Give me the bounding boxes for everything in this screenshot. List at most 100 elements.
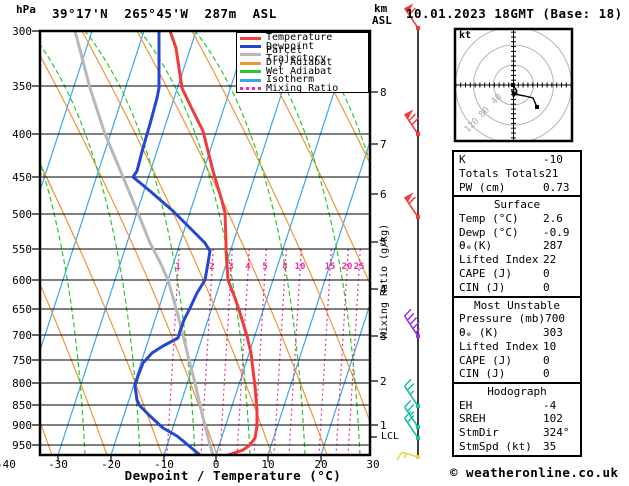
- copyright-footer: © weatheronline.co.uk: [450, 465, 619, 480]
- altitude-unit-km: km: [374, 2, 388, 15]
- wet-adiabat-line: [194, 31, 306, 455]
- panel-row-label: CAPE (J): [459, 353, 512, 367]
- hodograph-border: [453, 27, 574, 143]
- wind-barb: [403, 109, 420, 136]
- isotherm-line: [215, 31, 355, 455]
- panel-row: PW (cm) 0.73: [454, 181, 580, 195]
- panel-row-label: θₑ(K): [459, 239, 493, 253]
- isotherm-line: [40, 31, 93, 193]
- wind-barb-base-dot: [416, 425, 420, 429]
- legend-row: Dewpoint: [240, 40, 368, 52]
- wind-barb-base-dot: [416, 26, 420, 30]
- panel-row-value: 0: [543, 267, 550, 281]
- pressure-label: 950: [12, 439, 32, 452]
- altitude-tick-label: 7: [380, 138, 387, 151]
- hodograph-ring-label: 40: [490, 92, 505, 107]
- mixing-ratio-label: 25: [353, 262, 365, 272]
- plot-background: [40, 31, 370, 455]
- panel-row-label: CIN (J): [459, 280, 506, 294]
- legend-swatch: [240, 61, 261, 65]
- dry-adiabat-line: [136, 31, 328, 455]
- isotherm-line: [267, 139, 370, 455]
- altitude-tick-label: 5: [380, 236, 387, 249]
- panel-section: Hodograph EH -4 SREH 102 StmDir 324° StmSpd (kt…: [454, 382, 580, 455]
- panel-row: CAPE (J) 0: [454, 354, 580, 368]
- mixing-ratio-line: [273, 248, 287, 455]
- wind-barb-base-dot: [416, 132, 420, 136]
- wind-barb: [403, 410, 420, 440]
- pressure-label: 750: [12, 354, 32, 367]
- mixing-ratio-line: [219, 248, 233, 455]
- dewpoint-curve: [131, 31, 212, 455]
- pressure-label: 850: [12, 399, 32, 412]
- pressure-label: 300: [12, 25, 32, 38]
- legend-label: Temperature: [266, 32, 333, 44]
- legend: Temperature Dewpoint Parcel Trajectory Dry …: [236, 32, 369, 93]
- wind-barb-base-dot: [416, 436, 420, 440]
- panel-row-value: 287: [543, 239, 563, 253]
- hodograph-unit-label: kt: [459, 30, 472, 41]
- pressure-label: 800: [12, 377, 32, 390]
- temperature-tick-label: -20: [101, 458, 121, 471]
- wet-adiabat-line: [40, 160, 86, 455]
- legend-label: Isotherm: [266, 74, 315, 86]
- panel-section: Surface Temp (°C) 2.6 Dewp (°C) -0.9 θₑ(K) 287…: [454, 195, 580, 295]
- altitude-unit-asl: ASL: [372, 14, 392, 27]
- panel-row-label: Lifted Index: [459, 253, 539, 267]
- temperature-tick-label: -10: [154, 458, 174, 471]
- hodograph-arrowhead: [511, 90, 518, 98]
- dry-adiabat-line: [40, 282, 108, 455]
- wind-barb: [403, 3, 420, 30]
- legend-label: Mixing Ratio: [266, 82, 339, 94]
- panel-row-label: K: [459, 153, 466, 166]
- isotherm-line: [163, 31, 303, 455]
- altitude-tick-label: 3: [380, 330, 387, 343]
- legend-label: Dewpoint: [266, 40, 315, 52]
- altitude-tick-label: 8: [380, 86, 387, 99]
- wind-barb-base-dot: [416, 334, 420, 338]
- mixing-ratio-label: 4: [245, 262, 251, 272]
- indices-panel: K -10 Totals Totals 21 PW (cm) 0.73 Surface Tem…: [452, 150, 582, 457]
- panel-row-value: -4: [543, 398, 557, 412]
- panel-row-label: Pressure (mb): [459, 312, 546, 326]
- panel-row: StmDir 324°: [454, 426, 580, 440]
- panel-row: θₑ (K) 303: [454, 326, 580, 340]
- legend-row: Isotherm: [240, 74, 368, 86]
- pressure-label: 600: [12, 274, 32, 287]
- panel-row: Lifted Index 10: [454, 340, 580, 354]
- wind-barb-base-dot: [416, 455, 420, 459]
- panel-row-value: 35: [543, 440, 557, 454]
- legend-swatch: [240, 87, 261, 91]
- temperature-tick-label: 30: [366, 458, 380, 471]
- mixing-ratio-label: 20: [341, 262, 353, 272]
- temperature-tick-label: 10: [261, 458, 275, 471]
- mixing-ratio-label: 3: [228, 262, 234, 272]
- pressure-label: 900: [12, 419, 32, 432]
- panel-row-label: CIN (J): [459, 367, 506, 381]
- wind-barb-base-dot: [416, 215, 420, 219]
- panel-row: StmSpd (kt) 35: [454, 440, 580, 454]
- legend-swatch: [240, 45, 261, 49]
- panel-row: Lifted Index 22: [454, 253, 580, 267]
- mixing-ratio-line: [236, 248, 250, 455]
- wind-barb-base-dot: [416, 404, 420, 408]
- pressure-label: 550: [12, 243, 32, 256]
- panel-section-title: Hodograph: [487, 385, 547, 399]
- panel-row-label: SREH: [459, 412, 486, 426]
- mixing-ratio-axis-caption: Mixing Ratio (g/kg): [379, 223, 390, 339]
- x-axis-caption: Dewpoint / Temperature (°C): [124, 468, 342, 483]
- parcel-trajectory-curve: [73, 31, 215, 455]
- legend-label: Parcel Trajectory: [266, 44, 327, 64]
- plot-border: [38, 29, 372, 457]
- mixing-ratio-line: [347, 248, 361, 455]
- wind-barb: [396, 451, 420, 461]
- dry-adiabat-line: [40, 53, 218, 455]
- panel-row: Dewp (°C) -0.9: [454, 226, 580, 240]
- panel-row-value: 0: [543, 353, 550, 367]
- panel-row-value: 21: [545, 166, 559, 180]
- hodograph-trace: [512, 84, 538, 108]
- panel-row-value: 22: [543, 253, 557, 267]
- panel-row-label: Totals Totals: [459, 166, 546, 180]
